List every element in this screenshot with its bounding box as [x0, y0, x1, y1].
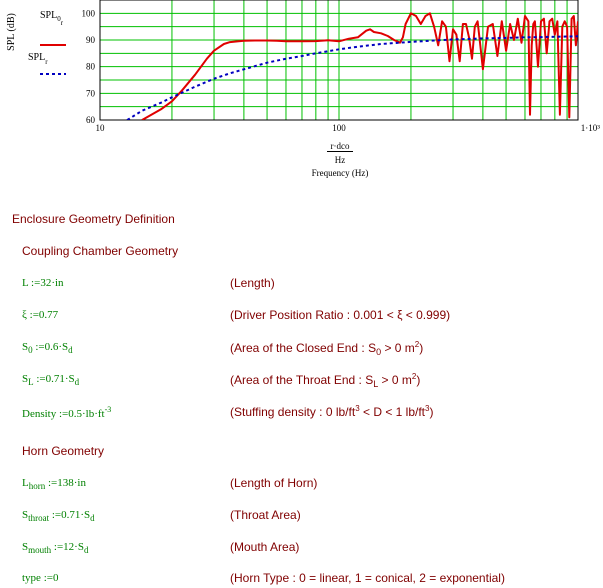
smouth-eq[interactable]: Smouth :=12·Sd — [22, 541, 89, 555]
y-tick-label: 100 — [82, 8, 96, 18]
y-tick-label: 60 — [86, 115, 96, 125]
type-eq[interactable]: type :=0 — [22, 572, 59, 584]
density-comment: (Stuffing density : 0 lb/ft3 < D < 1 lb/… — [230, 404, 434, 419]
x-tick-label: 10 — [96, 123, 106, 133]
x-tick-label: 100 — [332, 123, 346, 133]
sthroat-comment: (Throat Area) — [230, 508, 301, 522]
fraction-bar — [327, 151, 353, 152]
xlabel: Frequency (Hz) — [311, 168, 369, 178]
xi-eq[interactable]: ξ :=0.77 — [22, 309, 59, 321]
plot-frame — [99, 0, 579, 121]
axis-ticks: 60 70 80 90 100 10 100 1·10³ — [82, 8, 601, 133]
plot-grid — [100, 0, 578, 120]
xi-comment: (Driver Position Ratio : 0.001 < ξ < 0.9… — [230, 308, 451, 322]
section-title: Enclosure Geometry Definition — [12, 212, 175, 226]
coupling-title: Coupling Chamber Geometry — [22, 244, 179, 258]
length-eq[interactable]: L :=32·in — [22, 277, 64, 289]
y-tick-label: 80 — [86, 62, 96, 72]
lhorn-eq[interactable]: Lhorn :=138·in — [22, 477, 86, 491]
horn-title: Horn Geometry — [22, 444, 105, 458]
lhorn-comment: (Length of Horn) — [230, 476, 318, 490]
series-group — [126, 12, 578, 120]
legend-splr-label: SPLr — [28, 52, 48, 66]
sl-comment: (Area of the Throat End : SL > 0 m2) — [230, 372, 421, 389]
length-comment: (Length) — [230, 276, 275, 290]
series-spl0r-line — [141, 12, 578, 120]
y-tick-label: 70 — [86, 88, 96, 98]
frequency-response-chart: SPL (dB) SPL0r SPLr 60 70 80 90 100 10 100 1·10… — [6, 0, 601, 133]
s0-eq[interactable]: S0 :=0.6·Sd — [22, 341, 73, 355]
type-comment: (Horn Type : 0 = linear, 1 = conical, 2 … — [230, 571, 505, 585]
x-tick-label: 1·10³ — [581, 123, 600, 133]
legend-spl0r-label: SPL0r — [40, 10, 64, 27]
y-tick-label: 90 — [86, 35, 96, 45]
legend: SPL0r SPLr — [28, 10, 66, 75]
s0-comment: (Area of the Closed End : S0 > 0 m2) — [230, 340, 424, 357]
smouth-comment: (Mouth Area) — [230, 540, 300, 554]
xlabel-denominator: Hz — [334, 155, 346, 165]
density-eq[interactable]: Density :=0.5·lb·ft-3 — [22, 405, 112, 420]
ylabel: SPL (dB) — [6, 13, 17, 51]
xlabel-numerator: r·dco — [330, 141, 350, 151]
series-splr-line — [126, 35, 578, 120]
sl-eq[interactable]: SL :=0.71·Sd — [22, 373, 80, 387]
sthroat-eq[interactable]: Sthroat :=0.71·Sd — [22, 509, 95, 523]
